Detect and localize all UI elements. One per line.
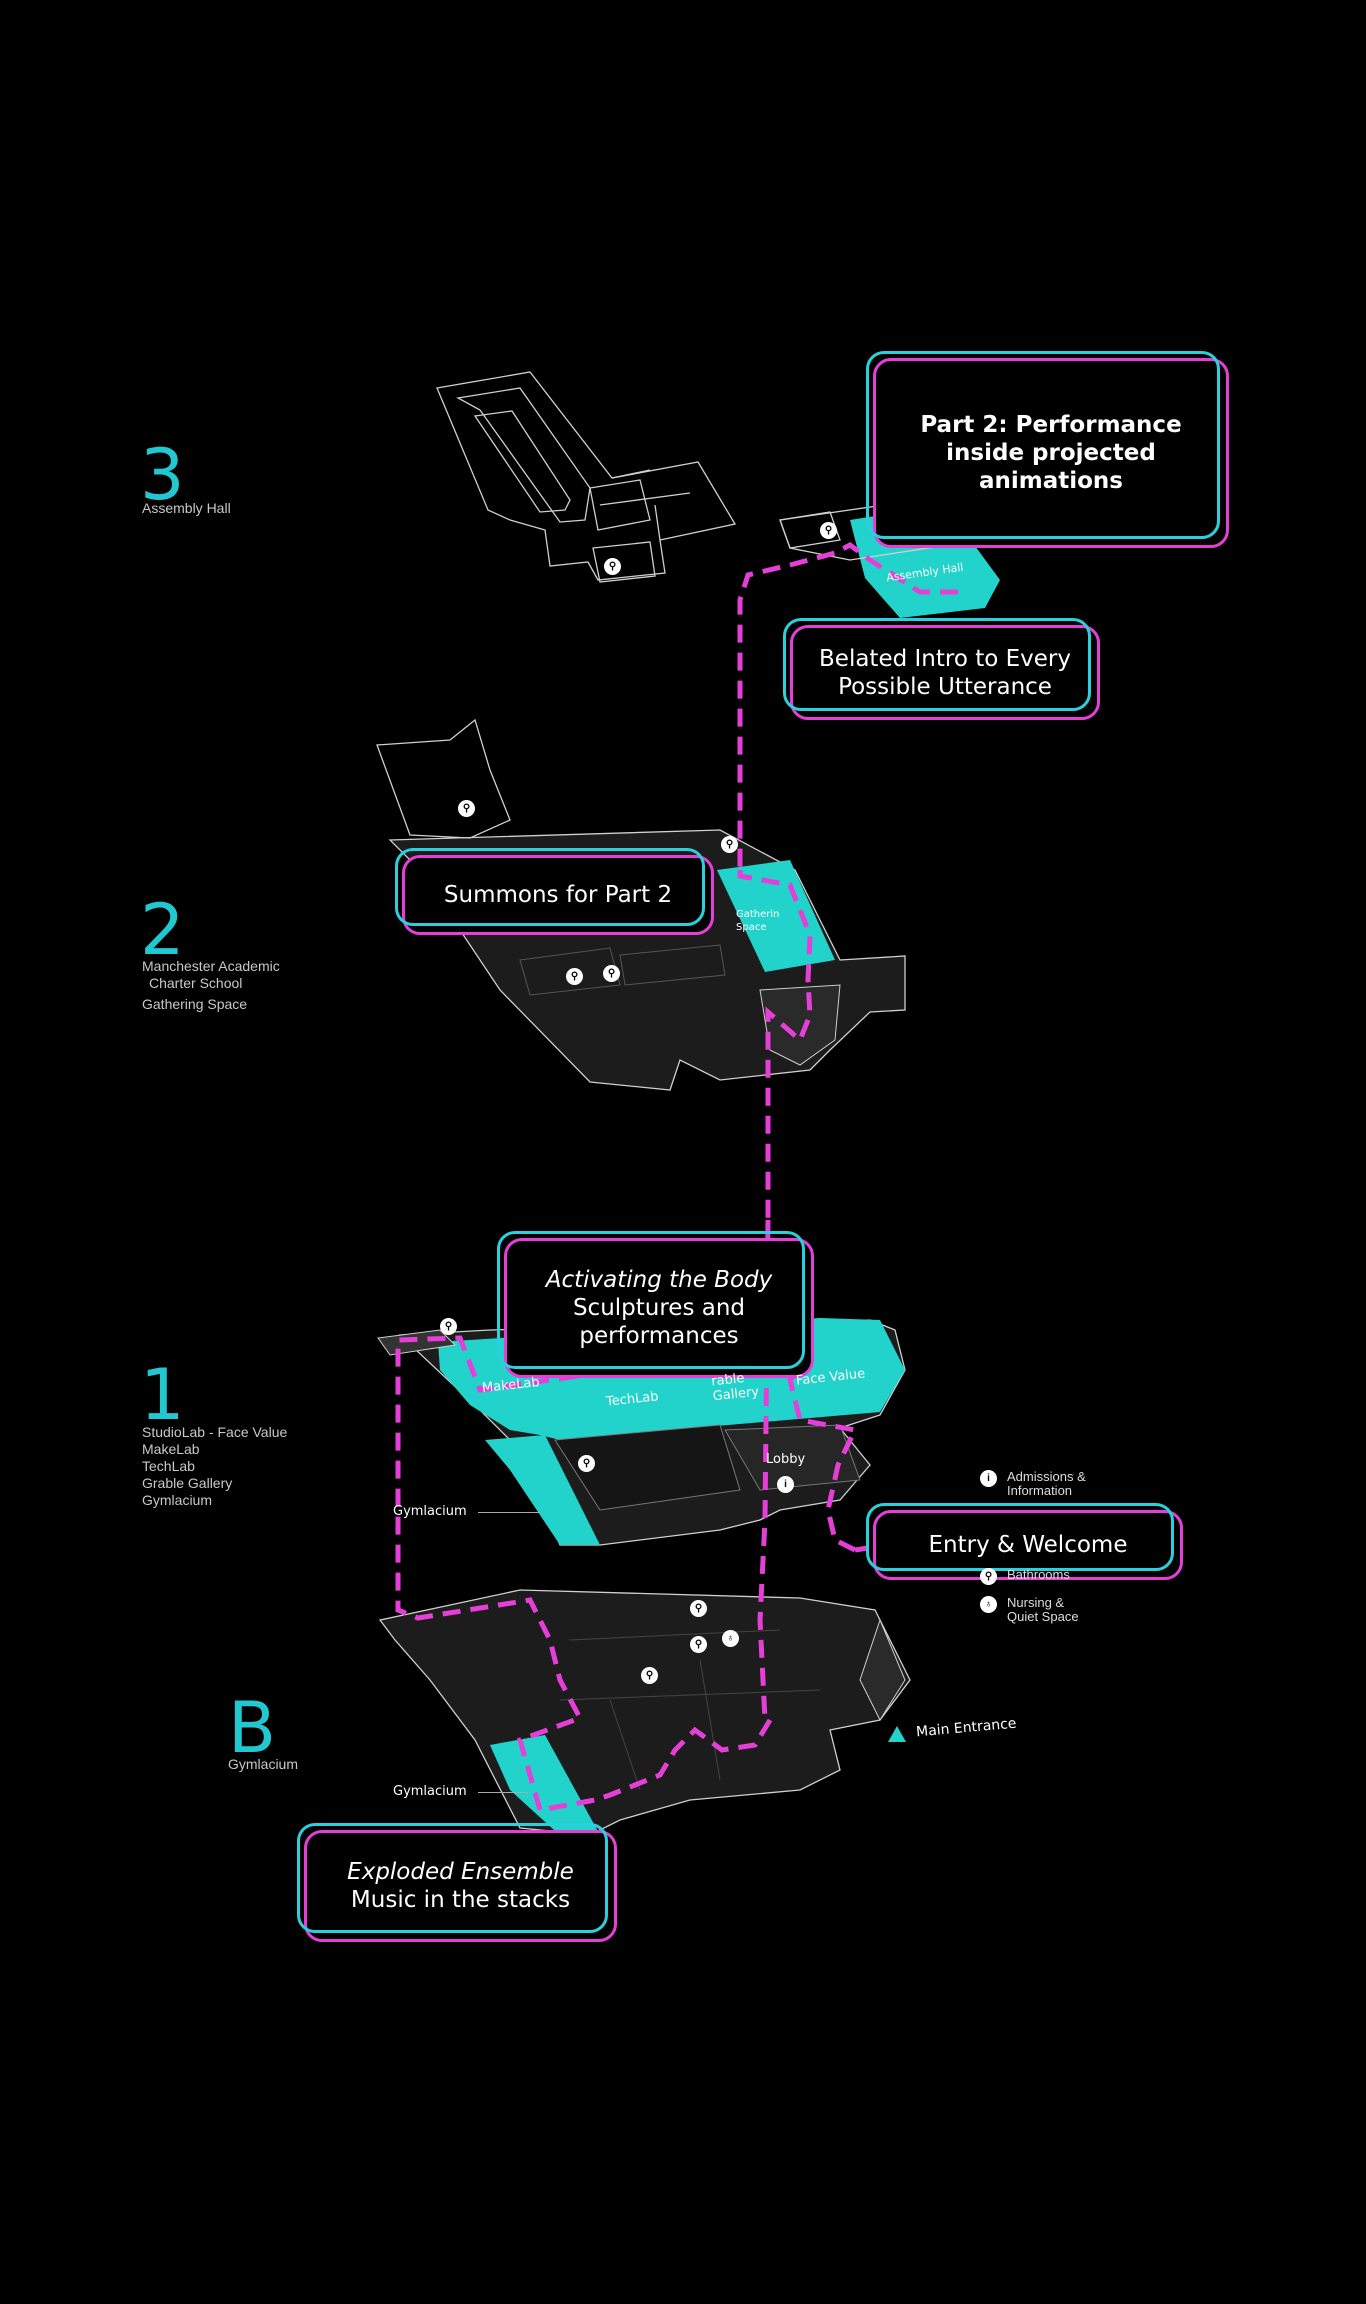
main-entrance-icon — [888, 1726, 906, 1742]
floor-2-line: Charter School — [149, 975, 243, 991]
callout-line: Exploded Ensemble — [347, 1859, 574, 1885]
map-label-gymlacium-b: Gymlacium — [393, 1784, 467, 1799]
map-label-line: Space — [736, 922, 767, 933]
restroom-icon: ⚲ — [604, 558, 621, 575]
legend-bathrooms: ⚲ Bathrooms — [980, 1568, 1070, 1585]
legend-line: Nursing & — [1007, 1595, 1065, 1610]
restroom-icon: ⚲ — [458, 800, 475, 817]
floor-1-line: MakeLab — [142, 1441, 200, 1457]
map-label-grable-gallery: rable Gallery — [711, 1370, 760, 1404]
restroom-icon: ⚲ — [721, 836, 738, 853]
floor-1-line: Grable Gallery — [142, 1475, 233, 1491]
restroom-icon: ⚲ — [820, 522, 837, 539]
leader-line — [478, 1792, 528, 1793]
floor-3-plan — [436, 371, 841, 583]
legend-line: Quiet Space — [1007, 1609, 1079, 1624]
callout-part2: Part 2: Performance inside projected ani… — [866, 351, 1229, 548]
floor-b-line: Gymlacium — [228, 1756, 299, 1772]
callout-line: animations — [978, 468, 1123, 494]
restroom-icon: ⚲ — [440, 1318, 457, 1335]
restroom-icon: ⚲ — [566, 968, 583, 985]
floor-2-line: Manchester Academic — [142, 958, 280, 974]
floor-3-line: Assembly Hall — [142, 500, 231, 516]
floor-1-line: Gymlacium — [142, 1492, 213, 1508]
legend-line: Information — [1007, 1483, 1073, 1498]
callout-line: Music in the stacks — [350, 1887, 571, 1913]
floor-b-plan — [378, 1589, 911, 1840]
map-label-gathering-space: Gatherin Space — [736, 908, 780, 934]
floor-1-number: 1 — [140, 1354, 185, 1436]
callout-belated-intro: Belated Intro to Every Possible Utteranc… — [783, 618, 1100, 720]
restroom-icon: ⚲ — [690, 1600, 707, 1617]
restroom-icon: ⚲ — [578, 1455, 595, 1472]
floor-1-description: StudioLab - Face Value MakeLab TechLab G… — [142, 1424, 287, 1509]
info-icon: i — [777, 1476, 794, 1493]
floor-1-line: TechLab — [142, 1458, 195, 1474]
callout-line: Sculptures and — [572, 1295, 746, 1321]
floor-1-line: StudioLab - Face Value — [142, 1424, 288, 1440]
floor-3-description: Assembly Hall — [142, 500, 231, 517]
callout-line: Belated Intro to Every — [819, 645, 1071, 672]
map-label-line: Gatherin — [736, 909, 780, 920]
floor-b-description: Gymlacium — [228, 1756, 298, 1773]
floor-2-line: Gathering Space — [142, 996, 248, 1012]
floor-2-number: 2 — [140, 889, 185, 971]
legend-line: Bathrooms — [1007, 1567, 1070, 1582]
nursing-icon: ♁ — [722, 1630, 739, 1647]
callout-summons: Summons for Part 2 — [395, 848, 714, 935]
info-icon: i — [980, 1470, 997, 1487]
restroom-icon: ⚲ — [980, 1568, 997, 1585]
floor-2-description: Manchester Academic Charter School Gathe… — [142, 958, 280, 1013]
restroom-icon: ⚲ — [641, 1667, 658, 1684]
callout-line: Possible Utterance — [838, 673, 1052, 700]
floor-3-number: 3 — [140, 434, 185, 516]
restroom-icon: ⚲ — [690, 1636, 707, 1653]
nursing-icon: ♁ — [980, 1596, 997, 1613]
callout-line: performances — [579, 1323, 739, 1349]
callout-line: Entry & Welcome — [928, 1532, 1128, 1558]
legend-nursing: ♁ Nursing & Quiet Space — [980, 1596, 1079, 1624]
map-label-gymlacium-1: Gymlacium — [393, 1504, 467, 1519]
legend-admissions: i Admissions & Information — [980, 1470, 1086, 1498]
callout-line: inside projected — [946, 440, 1156, 466]
callout-line: Summons for Part 2 — [443, 882, 673, 908]
callout-exploded: Exploded Ensemble Music in the stacks — [297, 1823, 617, 1942]
legend-line: Admissions & — [1007, 1469, 1086, 1484]
restroom-icon: ⚲ — [603, 965, 620, 982]
callout-line: Part 2: Performance — [920, 412, 1182, 438]
map-label-lobby: Lobby — [766, 1452, 806, 1467]
floor-b-number: B — [228, 1687, 277, 1769]
leader-line — [478, 1512, 540, 1513]
callout-line: Activating the Body — [545, 1267, 773, 1293]
callout-activating: Activating the Body Sculptures and perfo… — [497, 1231, 814, 1378]
